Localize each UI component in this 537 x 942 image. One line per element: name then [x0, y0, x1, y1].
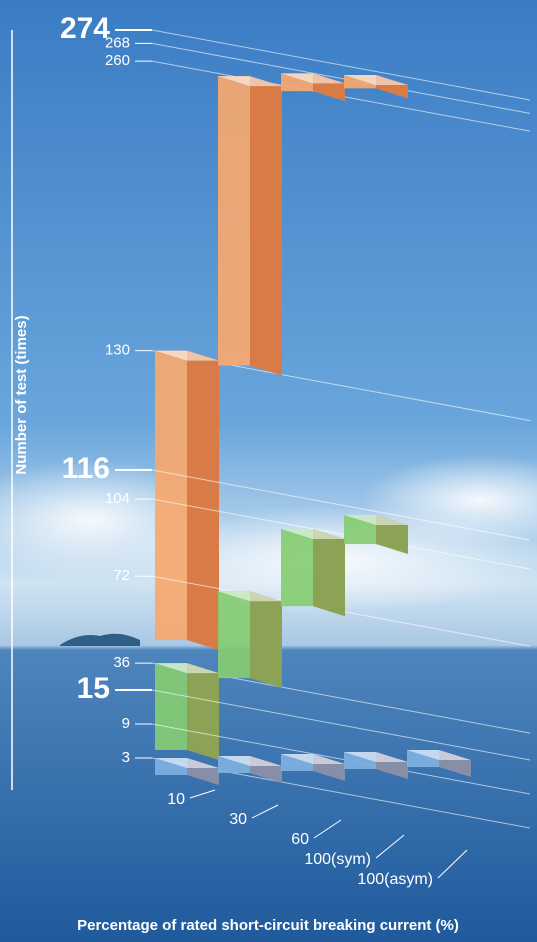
y-tick-label: 3	[122, 749, 130, 766]
bar-top	[281, 528, 345, 539]
bar-top	[344, 515, 408, 525]
y-tick-label: 130	[105, 342, 130, 359]
category-leader	[375, 834, 405, 859]
grid-line	[151, 469, 531, 541]
bar	[218, 591, 282, 689]
bar	[281, 528, 345, 617]
y-tick-label: 104	[105, 490, 130, 507]
x-tick-label: 30	[229, 811, 247, 828]
bar-top	[344, 752, 408, 762]
y-tick-label: 9	[122, 715, 130, 732]
bar-top	[218, 756, 282, 766]
bar	[155, 663, 219, 760]
x-tick-label: 100(asym)	[357, 871, 433, 888]
bar-side	[250, 76, 282, 376]
cloud	[360, 455, 537, 545]
bar	[218, 76, 282, 376]
bar	[155, 758, 219, 785]
bar-front	[218, 76, 250, 366]
bar-top	[155, 758, 219, 768]
bar-side	[187, 350, 219, 650]
x-axis-title: Percentage of rated short-circuit breaki…	[77, 917, 459, 934]
grid-line	[151, 498, 531, 570]
category-leader	[189, 789, 216, 799]
bar-side-shade	[250, 76, 282, 376]
bar	[344, 515, 408, 554]
y-tick-label: 260	[105, 52, 130, 69]
bar-top	[281, 754, 345, 764]
bar	[281, 754, 345, 781]
tier-total-label: 274	[60, 12, 110, 45]
x-tick-label: 10	[167, 791, 185, 808]
category-leader	[313, 819, 342, 839]
y-tick-label: 268	[105, 34, 130, 51]
bar-side-shade	[187, 350, 219, 650]
bar-side	[250, 591, 282, 689]
x-tick-label: 60	[291, 831, 309, 848]
bar	[344, 752, 408, 779]
bar-front	[281, 528, 313, 607]
bar-side-shade	[187, 663, 219, 760]
bar-top	[218, 76, 282, 87]
bar-top	[218, 591, 282, 602]
bar-top	[407, 750, 471, 760]
y-tick-label: 36	[113, 654, 130, 671]
bar	[281, 73, 345, 102]
bar	[155, 350, 219, 650]
y-tick-label: 72	[113, 567, 130, 584]
tier-total-label: 116	[62, 452, 110, 485]
grid-line	[151, 723, 531, 795]
grid-line	[151, 42, 531, 114]
island	[60, 633, 140, 646]
bar	[218, 756, 282, 783]
tier-total-label: 15	[77, 672, 110, 705]
bar-side-shade	[250, 591, 282, 689]
bar	[344, 75, 408, 99]
bar-top	[344, 75, 408, 85]
bar-side-shade	[313, 528, 345, 617]
bar-side	[313, 528, 345, 617]
bar-front	[155, 350, 187, 640]
bar-top	[281, 73, 345, 84]
y-axis-title: Number of test (times)	[13, 315, 30, 474]
grid-line	[151, 689, 531, 761]
bar-front	[218, 591, 250, 679]
bar-side	[187, 663, 219, 760]
x-tick-label: 100(sym)	[304, 851, 371, 868]
category-leader	[251, 804, 279, 819]
category-leader	[437, 849, 468, 879]
bar-top	[155, 663, 219, 674]
bar-top	[155, 350, 219, 361]
bar-front	[155, 663, 187, 750]
grid-line	[151, 29, 531, 101]
bar	[407, 750, 471, 777]
